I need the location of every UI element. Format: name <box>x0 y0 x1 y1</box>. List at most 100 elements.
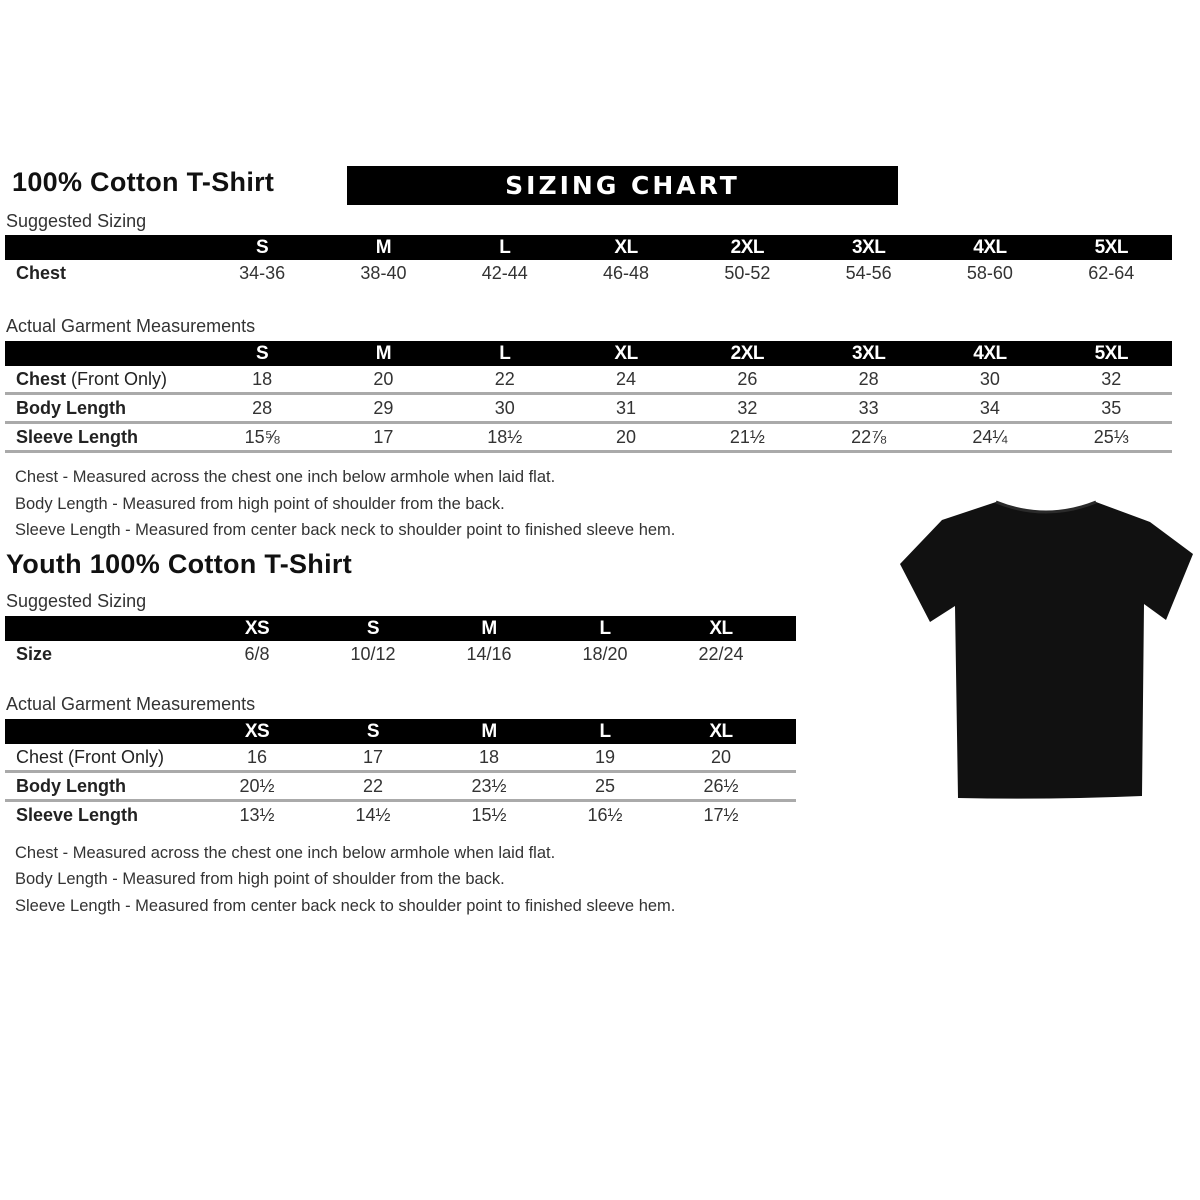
cell: 15⅝ <box>201 422 323 453</box>
size-header: 4XL <box>929 235 1051 260</box>
cell: 24¼ <box>929 422 1051 453</box>
sizing-chart-banner: SIZING CHART <box>347 166 898 205</box>
adult-actual-label: Actual Garment Measurements <box>6 316 256 336</box>
cell: 50-52 <box>724 262 771 283</box>
adult-actual-table: S M L XL 2XL 3XL 4XL 5XL Chest (Front On… <box>5 341 1172 453</box>
adult-note-body: Body Length - Measured from high point o… <box>15 495 505 513</box>
youth-note-body: Body Length - Measured from high point o… <box>15 870 505 888</box>
cell: 20 <box>565 422 687 453</box>
cell: 35 <box>1050 393 1172 424</box>
cell: 29 <box>322 393 445 424</box>
cell: 25⅓ <box>1050 422 1172 453</box>
youth-suggested-label: Suggested Sizing <box>6 591 147 611</box>
cell: 42-44 <box>481 262 528 283</box>
size-header: 5XL <box>1050 341 1172 366</box>
row-label: Sleeve Length <box>16 804 139 825</box>
adult-note-chest: Chest - Measured across the chest one in… <box>15 468 556 486</box>
adult-title: 100% Cotton T-Shirt <box>12 167 275 197</box>
cell: 62-64 <box>1088 262 1135 283</box>
cell: 28 <box>201 393 323 424</box>
size-header: 4XL <box>929 341 1051 366</box>
youth-title: Youth 100% Cotton T-Shirt <box>6 549 352 579</box>
cell: 10/12 <box>350 643 396 664</box>
size-header: S <box>201 235 323 260</box>
cell: 15½ <box>471 804 507 825</box>
size-header: XS <box>199 616 315 641</box>
youth-suggested-header: XS S M L XL <box>5 616 796 641</box>
row-label: Chest <box>16 262 67 283</box>
cell: 18 <box>431 744 547 773</box>
table-row: Sleeve Length 13½ 14½ 15½ 16½ 17½ <box>5 801 796 829</box>
row-label: Body Length <box>16 775 126 796</box>
cell: 14/16 <box>466 643 512 664</box>
black-tshirt-icon <box>900 500 1193 799</box>
cell: 34-36 <box>239 262 286 283</box>
size-header: 2XL <box>686 341 808 366</box>
cell: 22/24 <box>698 643 744 664</box>
size-header: 5XL <box>1050 235 1172 260</box>
size-header: M <box>322 235 445 260</box>
adult-suggested-label: Suggested Sizing <box>6 211 147 231</box>
cell: 34 <box>929 393 1051 424</box>
youth-actual-label: Actual Garment Measurements <box>6 694 256 714</box>
table-row: Chest 34-36 38-40 42-44 46-48 50-52 54-5… <box>5 260 1172 286</box>
cell: 18½ <box>444 422 566 453</box>
cell: 58-60 <box>966 262 1013 283</box>
size-header: S <box>315 719 431 744</box>
cell: 30 <box>444 393 566 424</box>
adult-suggested-header: S M L XL 2XL 3XL 4XL 5XL <box>5 235 1172 260</box>
table-row: Chest (Front Only) 18 20 22 24 26 28 30 … <box>5 366 1172 395</box>
size-header: XL <box>565 235 687 260</box>
cell: 20 <box>322 366 445 395</box>
size-header: M <box>431 719 547 744</box>
size-header: M <box>322 341 445 366</box>
cell: 31 <box>565 393 687 424</box>
youth-note-chest: Chest - Measured across the chest one in… <box>15 844 556 862</box>
cell: 16½ <box>587 804 623 825</box>
cell: 22 <box>444 366 566 395</box>
row-label-suffix: (Front Only) <box>66 368 168 389</box>
size-header: XS <box>199 719 315 744</box>
cell: 21½ <box>686 422 808 453</box>
cell: 28 <box>807 366 930 395</box>
table-row: Size 6/8 10/12 14/16 18/20 22/24 <box>5 641 796 667</box>
cell: 54-56 <box>845 262 892 283</box>
cell: 6/8 <box>244 643 270 664</box>
size-header: L <box>444 235 566 260</box>
youth-actual-header: XS S M L XL <box>5 719 796 744</box>
adult-actual-header: S M L XL 2XL 3XL 4XL 5XL <box>5 341 1172 366</box>
row-label: Chest (Front Only) <box>5 744 199 773</box>
cell: 26 <box>686 366 808 395</box>
youth-suggested-table: XS S M L XL Size 6/8 10/12 14/16 18/20 2… <box>5 616 796 667</box>
size-header: 3XL <box>807 341 930 366</box>
size-header: L <box>547 616 663 641</box>
size-header: M <box>431 616 547 641</box>
size-header: XL <box>663 719 779 744</box>
cell: 46-48 <box>603 262 650 283</box>
cell: 19 <box>547 744 663 773</box>
cell: 30 <box>929 366 1051 395</box>
size-header: XL <box>565 341 687 366</box>
cell: 25 <box>547 771 663 802</box>
size-header: S <box>201 341 323 366</box>
cell: 16 <box>199 744 315 773</box>
table-row: Body Length 20½ 22 23½ 25 26½ <box>5 771 796 802</box>
table-row: Sleeve Length 15⅝ 17 18½ 20 21½ 22⅞ 24¼ … <box>5 422 1172 453</box>
table-row: Chest (Front Only) 16 17 18 19 20 <box>5 744 796 773</box>
cell: 24 <box>565 366 687 395</box>
cell: 32 <box>686 393 808 424</box>
row-label: Body Length <box>16 397 126 418</box>
youth-note-sleeve: Sleeve Length - Measured from center bac… <box>15 897 676 915</box>
size-header: XL <box>663 616 779 641</box>
size-header: L <box>547 719 663 744</box>
cell: 20½ <box>199 771 315 802</box>
cell: 22 <box>315 771 431 802</box>
cell: 17½ <box>703 804 739 825</box>
cell: 22⅞ <box>807 422 930 453</box>
size-header: L <box>444 341 566 366</box>
cell: 23½ <box>431 771 547 802</box>
size-header: S <box>315 616 431 641</box>
size-header: 3XL <box>807 235 930 260</box>
cell: 33 <box>807 393 930 424</box>
table-row: Body Length 28 29 30 31 32 33 34 35 <box>5 393 1172 424</box>
